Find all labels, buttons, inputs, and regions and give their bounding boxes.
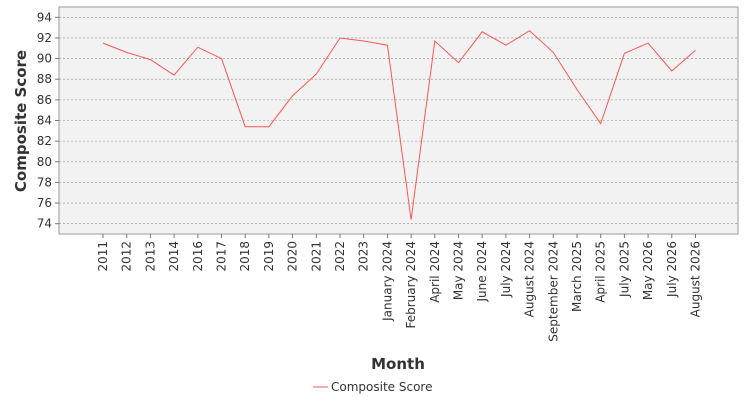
x-tick-label: January 2024 [380, 241, 394, 322]
x-tick-label: August 2024 [523, 241, 537, 317]
x-tick-label: June 2024 [475, 241, 489, 303]
y-tick-label: 82 [37, 134, 52, 148]
x-tick-label: 2018 [238, 241, 252, 272]
x-tick-label: March 2025 [570, 241, 584, 312]
y-axis-title: Composite Score [12, 50, 30, 192]
legend: Composite Score [313, 380, 432, 394]
x-tick-label: 2020 [286, 241, 300, 272]
x-tick-label: 2022 [333, 241, 347, 272]
x-axis-ticks: 2011 2012 2013 2014 2016 2017 2018 2019 2020 2021… [96, 234, 703, 342]
y-tick-label: 90 [37, 52, 52, 66]
y-tick-label: 80 [37, 155, 52, 169]
x-tick-label: 2021 [309, 241, 323, 272]
x-tick-label: 2016 [191, 241, 205, 272]
y-tick-label: 74 [37, 217, 52, 231]
x-tick-label: 2011 [96, 241, 110, 272]
legend-label: Composite Score [331, 380, 432, 394]
x-tick-label: May 2024 [452, 241, 466, 300]
x-tick-label: May 2026 [641, 241, 655, 300]
series-layer [102, 30, 696, 220]
x-tick-label: 2014 [167, 241, 181, 272]
x-tick-label: 2019 [262, 241, 276, 272]
y-tick-label: 84 [37, 114, 52, 128]
y-tick-label: 78 [37, 175, 52, 189]
x-tick-label: July 2026 [665, 241, 679, 298]
x-tick-label: February 2024 [404, 241, 418, 329]
y-tick-label: 92 [37, 31, 52, 45]
y-tick-label: 94 [37, 10, 52, 24]
x-axis-title: Month [371, 355, 425, 373]
y-tick-label: 88 [37, 72, 52, 86]
grid-lines [59, 17, 738, 224]
y-axis-ticks: 74 76 78 80 82 84 86 88 90 92 94 [37, 10, 59, 231]
x-tick-label: July 2024 [499, 241, 513, 298]
x-tick-label: 2017 [215, 241, 229, 272]
y-tick-label: 86 [37, 93, 52, 107]
x-tick-label: 2013 [143, 241, 157, 272]
x-tick-label: 2012 [120, 241, 134, 272]
x-tick-label: August 2026 [689, 241, 703, 317]
series-line-composite-score [102, 30, 696, 220]
x-tick-label: April 2025 [594, 241, 608, 303]
x-tick-label: September 2024 [546, 241, 560, 342]
x-tick-label: July 2025 [617, 241, 631, 298]
x-tick-label: April 2024 [428, 241, 442, 303]
x-tick-label: 2023 [357, 241, 371, 272]
y-tick-label: 76 [37, 196, 52, 210]
